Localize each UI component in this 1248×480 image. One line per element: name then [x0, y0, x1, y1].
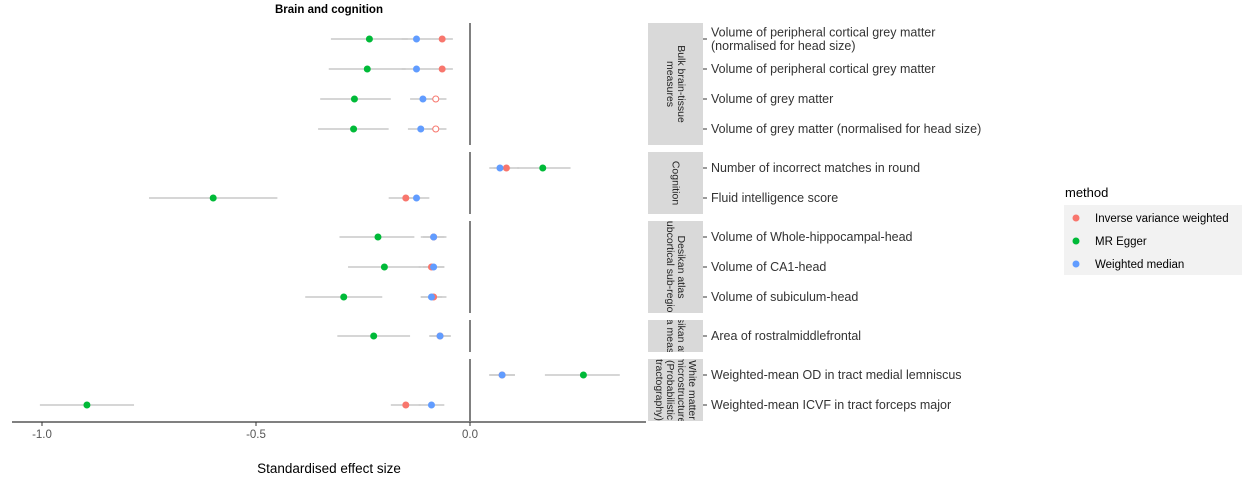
point-estimate [413, 35, 420, 43]
point-estimate [498, 371, 506, 379]
x-tick-label: 0.0 [462, 429, 478, 441]
point-estimate [402, 194, 410, 202]
panel-strip-label: measures [664, 61, 676, 107]
legend-marker [1072, 214, 1080, 222]
chart-title: Brain and cognition [275, 4, 383, 16]
point-estimate [539, 164, 547, 172]
point-estimate [430, 263, 438, 271]
point-estimate [365, 35, 373, 43]
y-tick-label: Volume of CA1-head [711, 260, 826, 274]
point-estimate [427, 293, 435, 301]
y-tick-label: (normalised for head size) [711, 39, 856, 53]
legend-title: method [1065, 185, 1108, 200]
point-estimate [380, 263, 388, 271]
panel-strip [648, 23, 703, 145]
panel-strip-label: Bulk brain-tissue [675, 45, 687, 123]
panel-strip [648, 152, 703, 214]
panel-strip-label: microstructure [675, 357, 687, 424]
y-tick-label: Volume of peripheral cortical grey matte… [711, 25, 935, 39]
point-estimate [350, 95, 358, 103]
panel: White mattermicrostructure(Probabilistic… [39, 357, 962, 424]
point-estimate [432, 125, 440, 133]
forest-row: Volume of peripheral cortical grey matte… [328, 62, 935, 76]
panel-strip-label: subcortical sub-region [664, 216, 676, 319]
point-estimate [413, 194, 420, 202]
point-estimate [417, 125, 425, 133]
panel-strip [648, 221, 703, 313]
panel-strip [648, 320, 703, 352]
panel-strip-label: (Probabilistic [664, 360, 676, 420]
point-estimate [413, 65, 420, 73]
x-tick-label: -0.5 [246, 429, 266, 441]
y-tick-label: Fluid intelligence score [711, 191, 838, 205]
legend-marker [1072, 260, 1080, 268]
y-tick-label: Volume of grey matter [711, 92, 833, 106]
point-estimate [363, 65, 371, 73]
forest-row: Weighted-mean OD in tract medial lemnisc… [489, 368, 962, 382]
panel: Cognition Number of incorrect matches in … [149, 152, 920, 214]
forest-row: Volume of grey matter [320, 92, 833, 106]
legend-marker [1072, 237, 1080, 245]
forest-row: Volume of grey matter (normalised for he… [318, 122, 981, 136]
forest-row: Area of rostralmiddlefrontal [337, 329, 861, 343]
x-axis-label: Standardised effect size [257, 461, 401, 476]
point-estimate [83, 401, 91, 409]
legend-entry-label: Inverse variance weighted [1095, 213, 1229, 225]
point-estimate [370, 332, 378, 340]
y-tick-label: Volume of grey matter (normalised for he… [711, 122, 981, 136]
panel-strip-label: Desikan atlas [675, 235, 687, 298]
legend-key-background [1064, 205, 1242, 275]
point-estimate [427, 401, 435, 409]
point-estimate [438, 65, 446, 73]
y-tick-label: Volume of subiculum-head [711, 290, 858, 304]
forest-row: Volume of peripheral cortical grey matte… [330, 25, 935, 53]
x-axis: -1.0 -0.5 0.0 [12, 421, 646, 441]
point-estimate [402, 401, 410, 409]
point-estimate [502, 164, 510, 172]
y-tick-label: Volume of Whole-hippocampal-head [711, 230, 913, 244]
forest-row: Weighted-mean ICVF in tract forceps majo… [39, 398, 951, 412]
panel-strip-label: area measure [664, 304, 676, 369]
forest-row: Volume of CA1-head [348, 260, 826, 274]
y-tick-label: Volume of peripheral cortical grey matte… [711, 62, 935, 76]
y-tick-label: Number of incorrect matches in round [711, 161, 920, 175]
point-estimate [374, 233, 382, 241]
panel-strip-label: White matter [686, 360, 698, 420]
forest-row: Number of incorrect matches in round [489, 161, 920, 175]
legend-entry-label: MR Egger [1095, 236, 1147, 248]
point-estimate [579, 371, 587, 379]
forest-row: Fluid intelligence score [149, 191, 838, 205]
point-estimate [209, 194, 217, 202]
point-estimate [496, 164, 504, 172]
forest-row: Volume of subiculum-head [305, 290, 858, 304]
y-tick-label: Weighted-mean OD in tract medial lemnisc… [711, 368, 962, 382]
legend: method Inverse variance weighted MR Egger… [1064, 185, 1242, 275]
panel-strip-label: Cognition [670, 161, 682, 206]
panel-strip-label: tractography) [653, 359, 665, 421]
point-estimate [436, 332, 444, 340]
point-estimate [438, 35, 446, 43]
point-estimate [419, 95, 427, 103]
y-tick-label: Area of rostralmiddlefrontal [711, 329, 861, 343]
point-estimate [430, 233, 438, 241]
panel-strip-label: Desikan atlas [675, 304, 687, 367]
y-tick-label: Weighted-mean ICVF in tract forceps majo… [711, 398, 951, 412]
panel-strip [648, 359, 703, 421]
legend-entry-label: Weighted median [1095, 259, 1184, 271]
x-tick-label: -1.0 [32, 429, 52, 441]
point-estimate [340, 293, 348, 301]
point-estimate [350, 125, 358, 133]
forest-row: Volume of Whole-hippocampal-head [339, 230, 913, 244]
point-estimate [432, 95, 440, 103]
